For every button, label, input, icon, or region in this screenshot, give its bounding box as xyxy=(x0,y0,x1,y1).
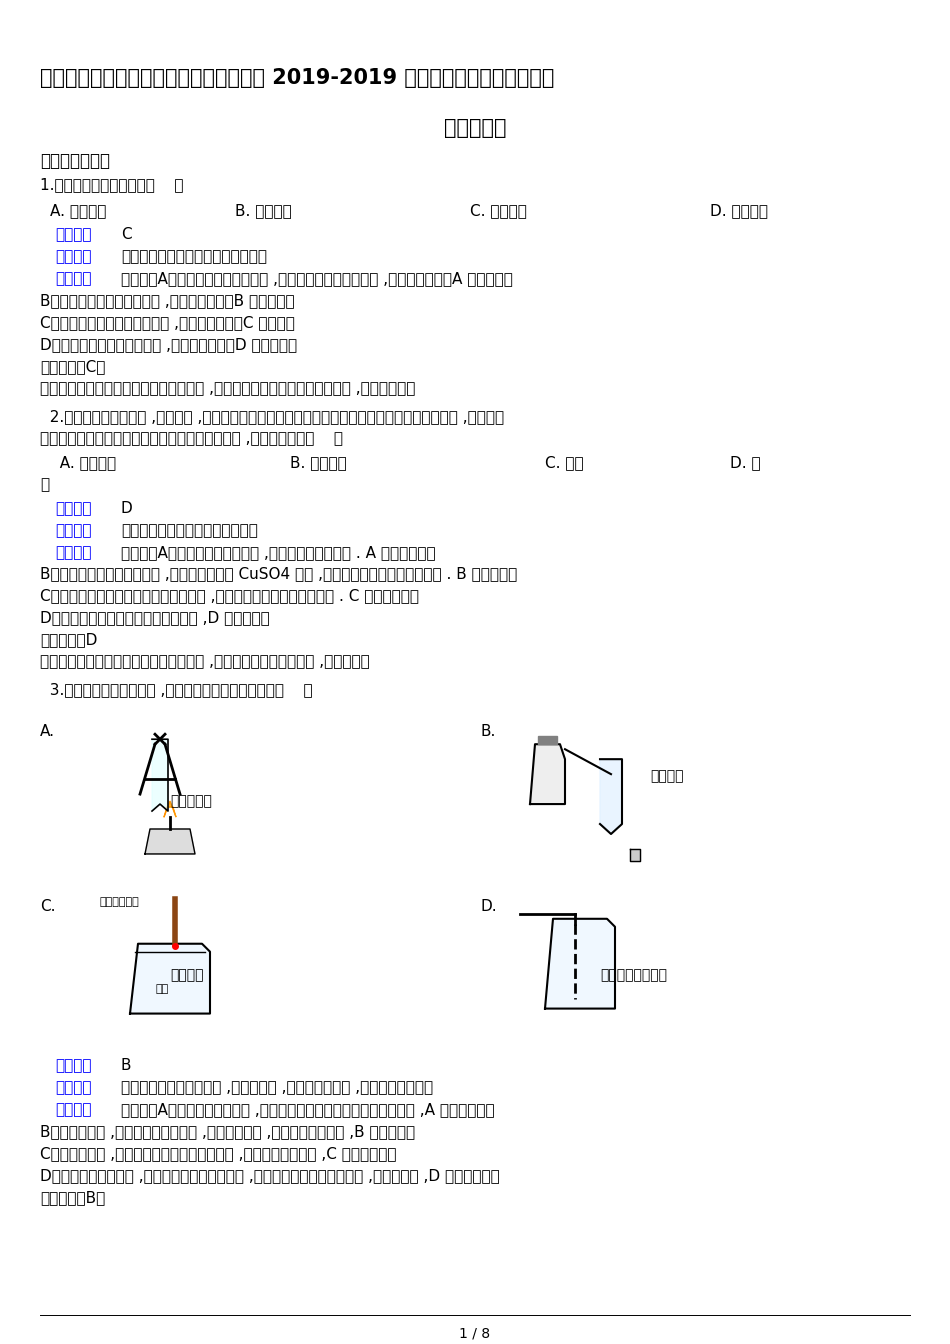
Text: 故答案为：B。: 故答案为：B。 xyxy=(40,1191,105,1206)
Text: 【解答】A、加热试管中液体时 ,液体体积不能超过试管容积的三分之一 ,A 不符合题意；: 【解答】A、加热试管中液体时 ,液体体积不能超过试管容积的三分之一 ,A 不符合… xyxy=(121,1102,495,1117)
Text: C、甘薯酿酒生成了新物质酒精 ,属于化学变化；C 符合题意: C、甘薯酿酒生成了新物质酒精 ,属于化学变化；C 符合题意 xyxy=(40,316,294,331)
Polygon shape xyxy=(545,919,615,1008)
Text: 【考点】: 【考点】 xyxy=(55,1081,91,1095)
Text: C. 用途: C. 用途 xyxy=(545,454,583,470)
Text: 故答案为：C。: 故答案为：C。 xyxy=(40,359,105,374)
Text: 3.实验是学习化学的根底 ,以下实验操作正确的选项是（    ）: 3.实验是学习化学的根底 ,以下实验操作正确的选项是（ ） xyxy=(40,683,313,698)
Text: 法: 法 xyxy=(40,477,49,492)
Text: B. 石蜡熔化: B. 石蜡熔化 xyxy=(235,203,292,219)
Text: 精炼铜、镀铜等都要用胆矾。上述对胆矾的描述中 ,没有涉及的是（    ）: 精炼铜、镀铜等都要用胆矾。上述对胆矾的描述中 ,没有涉及的是（ ） xyxy=(40,431,343,446)
Text: 氧气: 氧气 xyxy=(155,984,168,993)
Text: C: C xyxy=(121,227,132,242)
Polygon shape xyxy=(130,943,210,1013)
Text: C. 甘薯酿酒: C. 甘薯酿酒 xyxy=(470,203,527,219)
Text: B、胆矾受热时易失去结晶水 ,成为白色的无水 CuSO4 粉末 ,有新物质属于胆矾的化学变化 . B 不符合题意: B、胆矾受热时易失去结晶水 ,成为白色的无水 CuSO4 粉末 ,有新物质属于胆… xyxy=(40,567,517,582)
Text: 排空气法收集氧气: 排空气法收集氧气 xyxy=(600,969,667,982)
Text: D. 气球爆炸: D. 气球爆炸 xyxy=(710,203,768,219)
Polygon shape xyxy=(538,737,557,745)
Text: 【解答】A、胆矾是一种蓝色晶体 ,属于胆矾的物理性质 . A 不符合题意；: 【解答】A、胆矾是一种蓝色晶体 ,属于胆矾的物理性质 . A 不符合题意； xyxy=(121,544,436,559)
Text: 【分析】有新物质生成的变化是化学变化 ,没有新物质生成的变化是物理变化 ,据此分析解答: 【分析】有新物质生成的变化是化学变化 ,没有新物质生成的变化是物理变化 ,据此分… xyxy=(40,382,415,396)
Text: C、在工业上精炼铜、镀铜等都要用胆矾 ,所给信息中涉及到胆矾的用途 . C 不符合题意；: C、在工业上精炼铜、镀铜等都要用胆矾 ,所给信息中涉及到胆矾的用途 . C 不符… xyxy=(40,589,419,603)
Text: D、氧气密度大于空气 ,选择向上排气法进行收集 ,那么导管应伸入集气瓶底部 ,将空气排出 ,D 不符合题意。: D、氧气密度大于空气 ,选择向上排气法进行收集 ,那么导管应伸入集气瓶底部 ,将… xyxy=(40,1168,500,1183)
Text: C.: C. xyxy=(40,899,55,914)
Text: 倾倒液体: 倾倒液体 xyxy=(650,769,683,784)
Text: 【答案】: 【答案】 xyxy=(55,227,91,242)
Text: 带火星的木条: 带火星的木条 xyxy=(100,896,140,907)
Text: 次月考试卷: 次月考试卷 xyxy=(444,118,506,137)
Text: A.: A. xyxy=(40,724,55,739)
Text: 【考点】: 【考点】 xyxy=(55,523,91,538)
Text: 1 / 8: 1 / 8 xyxy=(460,1327,490,1341)
Text: 给液体加热: 给液体加热 xyxy=(170,794,212,808)
Text: B.: B. xyxy=(480,724,495,739)
Text: C、氧气验满时 ,应将带火星木条放在集气瓶口 ,假设复燃那么集满 ,C 不符合题意；: C、氧气验满时 ,应将带火星木条放在集气瓶口 ,假设复燃那么集满 ,C 不符合题… xyxy=(40,1146,396,1161)
Text: 【考点】: 【考点】 xyxy=(55,250,91,265)
Text: B、石蜡融化没有新物质生成 ,属于物理变化；B 不符合题意: B、石蜡融化没有新物质生成 ,属于物理变化；B 不符合题意 xyxy=(40,293,294,308)
Text: 物理变化、化学变化的特点及其判别: 物理变化、化学变化的特点及其判别 xyxy=(121,250,267,265)
Text: 1.以下属于化学变化的是（    ）: 1.以下属于化学变化的是（ ） xyxy=(40,177,183,192)
Text: 氧气验满: 氧气验满 xyxy=(170,969,203,982)
Polygon shape xyxy=(630,849,640,862)
Text: 【答案】: 【答案】 xyxy=(55,501,91,516)
Text: 一、单项选择题: 一、单项选择题 xyxy=(40,152,110,169)
Polygon shape xyxy=(145,829,195,853)
Text: 【解析】: 【解析】 xyxy=(55,1102,91,1117)
Text: D: D xyxy=(121,501,133,516)
Text: B. 化学性质: B. 化学性质 xyxy=(290,454,347,470)
Text: A. 水结成冰: A. 水结成冰 xyxy=(50,203,106,219)
Polygon shape xyxy=(530,745,565,804)
Text: D. 制: D. 制 xyxy=(730,454,761,470)
Text: 2.胆矾是一种蓝色晶体 ,易溶于水 ,其水溶液呈蓝色。胆矾受热时易分解成为白色的无水硫酸铜粉末 ,在工业上: 2.胆矾是一种蓝色晶体 ,易溶于水 ,其水溶液呈蓝色。胆矾受热时易分解成为白色的… xyxy=(40,409,504,423)
Polygon shape xyxy=(600,759,622,835)
Text: 【分析】根据题干中所给的信息进行分析 ,有无物理性质、化学性质 ,制法和用途: 【分析】根据题干中所给的信息进行分析 ,有无物理性质、化学性质 ,制法和用途 xyxy=(40,655,370,669)
Text: 【答案】: 【答案】 xyxy=(55,1059,91,1074)
Text: 福建省仙游县郊尾、枫亭五校教研小片区 2019-2019 学年九年级上学期化学第一: 福建省仙游县郊尾、枫亭五校教研小片区 2019-2019 学年九年级上学期化学第… xyxy=(40,67,555,87)
Text: 化学性质与物理性质的差异及应用: 化学性质与物理性质的差异及应用 xyxy=(121,523,257,538)
Text: 【解析】: 【解析】 xyxy=(55,544,91,559)
Text: B、倾倒液体时 ,试剂瓶口紧靠试管口 ,标签朝向手心 ,瓶塞倒放在桌面上 ,B 符合题意；: B、倾倒液体时 ,试剂瓶口紧靠试管口 ,标签朝向手心 ,瓶塞倒放在桌面上 ,B … xyxy=(40,1125,415,1140)
Text: 实验室常见的仪器及使用 ,药品的取用 ,氧气的收集方法 ,氧气的检验和验满: 实验室常见的仪器及使用 ,药品的取用 ,氧气的收集方法 ,氧气的检验和验满 xyxy=(121,1081,433,1095)
Text: A. 物理性质: A. 物理性质 xyxy=(50,454,116,470)
Text: D、气球爆炸没有新物质生成 ,属于物理变化。D 不符合题意: D、气球爆炸没有新物质生成 ,属于物理变化。D 不符合题意 xyxy=(40,337,297,352)
Text: 【解答】A、水和冰均由水分子构成 ,故水结冰没有新物质生成 ,属于物理变化；A 不符合题意: 【解答】A、水和冰均由水分子构成 ,故水结冰没有新物质生成 ,属于物理变化；A … xyxy=(121,271,513,286)
Polygon shape xyxy=(152,739,168,810)
Text: B: B xyxy=(121,1059,131,1074)
Text: 【解析】: 【解析】 xyxy=(55,271,91,286)
Text: D、所给信息中没有涉及到胆矾的制法 ,D 符合题意。: D、所给信息中没有涉及到胆矾的制法 ,D 符合题意。 xyxy=(40,610,270,625)
Text: D.: D. xyxy=(480,899,497,914)
Polygon shape xyxy=(164,801,176,817)
Text: 故答案为：D: 故答案为：D xyxy=(40,633,97,648)
